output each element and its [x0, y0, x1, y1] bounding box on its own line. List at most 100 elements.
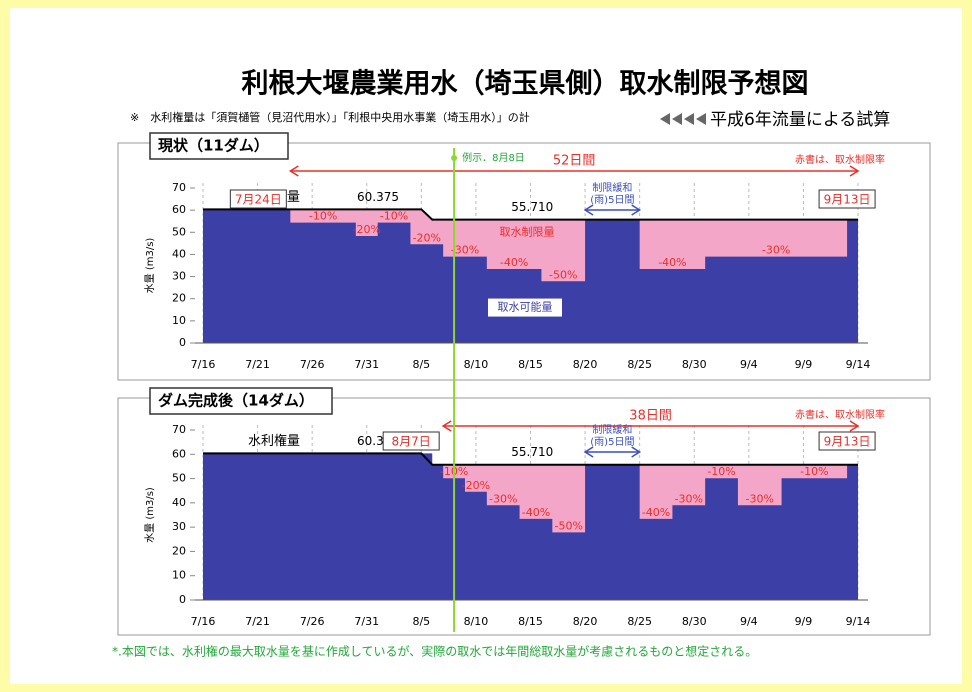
y-tick-label: 20: [172, 544, 186, 557]
x-tick-label: 9/4: [740, 615, 758, 628]
x-tick-label: 7/26: [300, 615, 325, 628]
y-tick-label: 60: [172, 203, 186, 216]
x-tick-label: 7/21: [245, 358, 270, 371]
blue-label: 取水可能量: [498, 300, 553, 314]
date-box: [818, 431, 876, 451]
pink-label: 取水制限量: [500, 225, 555, 238]
rate-label: -40%: [642, 506, 670, 519]
date-box-label: 9月13日: [824, 435, 871, 449]
red-note: 赤書は、取水制限率: [795, 153, 885, 166]
rate-label: -20%: [413, 231, 441, 244]
y-tick-label: 50: [172, 225, 186, 238]
rate-label: -20%: [353, 223, 381, 236]
y-tick-label: 40: [172, 496, 186, 509]
rate-label: -10%: [800, 465, 828, 478]
x-tick-label: 7/16: [191, 615, 216, 628]
arrow-head: [441, 420, 860, 432]
y-tick-label: 60: [172, 447, 186, 460]
y-tick-label: 30: [172, 520, 186, 533]
panel-title: 現状（11ダム）: [158, 137, 269, 155]
rate-label: -40%: [522, 506, 550, 519]
x-tick-label: 9/9: [795, 615, 813, 628]
arrow-head: [288, 165, 860, 177]
x-tick-label: 7/21: [245, 615, 270, 628]
rate-label: -50%: [549, 268, 577, 281]
date-box-label: 7月24日: [235, 193, 282, 207]
rate-label: -50%: [554, 519, 582, 532]
rights-value-label: 55.710: [511, 445, 553, 459]
red-note: 赤書は、取水制限率: [795, 408, 885, 421]
rights-line: [203, 452, 858, 466]
rate-label: -30%: [746, 492, 774, 505]
x-tick-label: 8/5: [412, 615, 430, 628]
x-tick-label: 8/25: [627, 615, 652, 628]
x-tick-label: 8/10: [464, 358, 489, 371]
y-axis-label: 水量 (m3/s): [144, 487, 156, 543]
y-tick-label: 10: [172, 569, 186, 582]
date-box-label: 9月13日: [824, 193, 871, 207]
blue-label-box: [488, 298, 562, 317]
x-tick-label: 7/31: [354, 615, 379, 628]
available-area: [203, 209, 858, 343]
period-label: 52日間: [553, 154, 596, 169]
arrow-head: [583, 446, 642, 458]
y-tick-label: 40: [172, 247, 186, 260]
y-tick-label: 20: [172, 292, 186, 305]
date-box: [382, 431, 440, 451]
rate-label: -10%: [707, 465, 735, 478]
x-tick-label: 7/26: [300, 358, 325, 371]
rate-label: -40%: [658, 256, 686, 269]
period-label: (雨)5日間: [590, 436, 634, 448]
panel-title: ダム完成後（14ダム）: [158, 392, 314, 410]
rate-label: -30%: [762, 244, 790, 257]
x-tick-label: 8/5: [412, 358, 430, 371]
rights-value-label: 55.710: [511, 200, 553, 214]
rights-value-label: 60.375: [357, 190, 399, 204]
rights-line: [203, 208, 858, 221]
x-tick-label: 9/4: [740, 358, 758, 371]
y-tick-label: 30: [172, 270, 186, 283]
y-axis-label: 水量 (m3/s): [144, 238, 156, 294]
rate-label: -10%: [309, 210, 337, 223]
x-tick-label: 8/30: [682, 358, 707, 371]
x-tick-label: 8/25: [627, 358, 652, 371]
y-tick-label: 10: [172, 314, 186, 327]
x-tick-label: 7/31: [354, 358, 379, 371]
y-tick-label: 50: [172, 472, 186, 485]
panel-tab: [149, 132, 289, 160]
period-label: 制限緩和: [592, 181, 632, 194]
panel-tab: [149, 387, 333, 415]
date-box-label: 8月7日: [392, 435, 431, 449]
period-label: 38日間: [629, 409, 672, 424]
x-tick-label: 9/14: [846, 615, 871, 628]
example-label: 例示．8月8日: [462, 151, 525, 164]
period-label: 制限緩和: [592, 423, 632, 436]
x-tick-label: 9/9: [795, 358, 813, 371]
period-label: (雨)5日間: [590, 194, 634, 206]
y-tick-label: 70: [172, 423, 186, 436]
rate-label: -20%: [462, 479, 490, 492]
y-tick-label: 70: [172, 181, 186, 194]
footer: *.本図では、水利権の最大取水量を基に作成しているが、実際の取水では年間総取水量…: [112, 644, 757, 659]
x-tick-label: 8/15: [518, 615, 543, 628]
rate-label: -30%: [489, 492, 517, 505]
x-tick-label: 8/10: [464, 615, 489, 628]
figure-title: 利根大堰農業用水（埼玉県側）取水制限予想図: [242, 69, 809, 100]
x-tick-label: 8/20: [573, 615, 598, 628]
x-tick-label: 8/20: [573, 358, 598, 371]
x-tick-label: 7/16: [191, 358, 216, 371]
triangles: [660, 113, 706, 125]
note: ※ 水利権量は「須賀樋管（見沼代用水）」「利根中央用水事業（埼玉用水）」の計: [130, 110, 530, 124]
rate-label: -30%: [675, 492, 703, 505]
arrow-head: [583, 204, 642, 216]
rate-label: -40%: [500, 256, 528, 269]
x-tick-label: 8/30: [682, 615, 707, 628]
rate-label: -10%: [380, 210, 408, 223]
date-box: [229, 189, 287, 209]
subtitle: 平成6年流量による試算: [710, 110, 890, 130]
available-area: [203, 453, 858, 600]
example-dot: [451, 155, 458, 161]
x-tick-label: 9/14: [846, 358, 871, 371]
